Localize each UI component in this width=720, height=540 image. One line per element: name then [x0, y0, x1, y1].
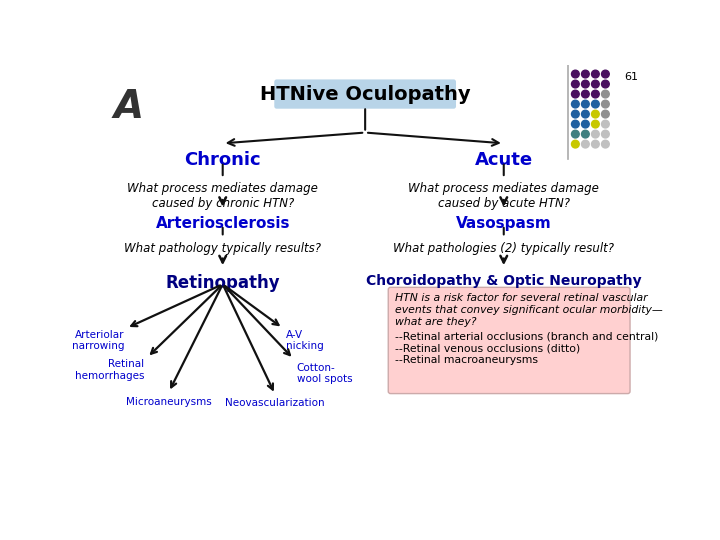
Circle shape [601, 100, 609, 108]
Text: A: A [113, 88, 143, 126]
Circle shape [592, 70, 599, 78]
Circle shape [582, 110, 589, 118]
Circle shape [572, 110, 579, 118]
Circle shape [601, 80, 609, 88]
Circle shape [572, 80, 579, 88]
FancyBboxPatch shape [274, 79, 456, 109]
Text: What pathology typically results?: What pathology typically results? [124, 242, 321, 255]
Circle shape [582, 90, 589, 98]
Text: Retinopathy: Retinopathy [166, 274, 280, 292]
Circle shape [592, 80, 599, 88]
Text: Microaneurysms: Microaneurysms [126, 397, 212, 408]
Circle shape [601, 110, 609, 118]
Circle shape [601, 120, 609, 128]
Text: HTN is a risk factor for several retinal vascular
events that convey significant: HTN is a risk factor for several retinal… [395, 294, 663, 327]
Text: Choroidopathy & Optic Neuropathy: Choroidopathy & Optic Neuropathy [366, 274, 642, 288]
Text: Vasospasm: Vasospasm [456, 215, 552, 231]
Circle shape [572, 120, 579, 128]
Circle shape [582, 140, 589, 148]
FancyBboxPatch shape [388, 287, 630, 394]
Text: Arteriolar
narrowing: Arteriolar narrowing [72, 330, 124, 352]
Text: A-V
nicking: A-V nicking [286, 330, 323, 352]
Text: What process mediates damage
caused by chronic HTN?: What process mediates damage caused by c… [127, 182, 318, 210]
Circle shape [582, 80, 589, 88]
Circle shape [601, 140, 609, 148]
Text: Acute: Acute [474, 151, 533, 169]
Circle shape [592, 130, 599, 138]
Text: 61: 61 [624, 72, 639, 83]
Circle shape [572, 100, 579, 108]
Text: Cotton-
wool spots: Cotton- wool spots [297, 363, 352, 384]
Circle shape [582, 100, 589, 108]
Text: What pathologies (2) typically result?: What pathologies (2) typically result? [393, 242, 614, 255]
Text: Retinal
hemorrhages: Retinal hemorrhages [75, 359, 144, 381]
Text: --Retinal arterial occlusions (branch and central)
--Retinal venous occlusions (: --Retinal arterial occlusions (branch an… [395, 332, 659, 365]
Circle shape [572, 140, 579, 148]
Circle shape [572, 70, 579, 78]
Circle shape [601, 130, 609, 138]
Text: Neovascularization: Neovascularization [225, 398, 325, 408]
Circle shape [582, 70, 589, 78]
Circle shape [592, 90, 599, 98]
Circle shape [572, 130, 579, 138]
Circle shape [582, 130, 589, 138]
Text: Chronic: Chronic [184, 151, 261, 169]
Circle shape [592, 120, 599, 128]
Circle shape [592, 110, 599, 118]
Circle shape [592, 140, 599, 148]
Circle shape [601, 70, 609, 78]
Circle shape [601, 90, 609, 98]
Text: HTNive Oculopathy: HTNive Oculopathy [260, 85, 470, 104]
Circle shape [582, 120, 589, 128]
Circle shape [592, 100, 599, 108]
Text: What process mediates damage
caused by acute HTN?: What process mediates damage caused by a… [408, 182, 599, 210]
Circle shape [572, 90, 579, 98]
Text: Arteriosclerosis: Arteriosclerosis [156, 215, 290, 231]
